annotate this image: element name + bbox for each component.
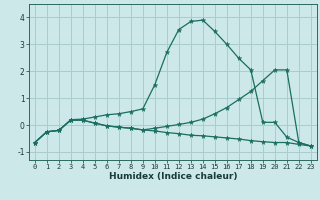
X-axis label: Humidex (Indice chaleur): Humidex (Indice chaleur) bbox=[108, 172, 237, 181]
